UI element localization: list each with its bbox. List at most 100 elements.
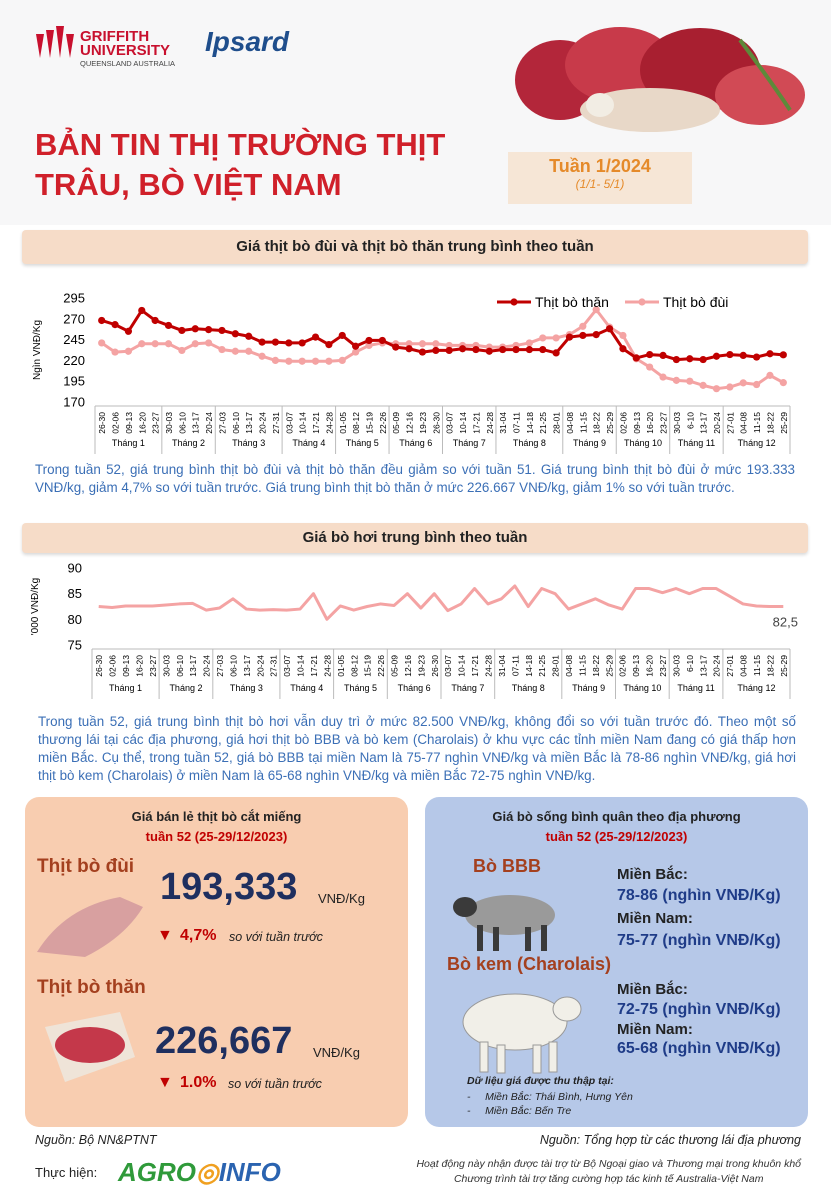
live-box — [425, 797, 808, 1127]
x-tick-label: 23-27 — [151, 412, 161, 434]
x-tick-label: 02-06 — [111, 412, 121, 434]
y-tick-label: 270 — [63, 311, 85, 326]
source-item: - Miền Bắc: Bến Tre — [467, 1105, 571, 1117]
x-tick-label: 30-03 — [672, 412, 682, 434]
x-tick-label: 16-20 — [137, 412, 147, 434]
point — [151, 316, 159, 325]
point — [699, 355, 707, 364]
point — [432, 346, 440, 355]
legend-marker — [638, 298, 646, 306]
point — [205, 339, 213, 347]
x-tick-label: 25-29 — [604, 655, 614, 677]
x-tick-label: 24-28 — [322, 655, 332, 677]
point — [686, 377, 694, 385]
title: BẢN TIN THỊ TRƯỜNG THỊT TRÂU, BÒ VIỆT NA… — [35, 125, 445, 205]
item-price: 193,333 — [160, 866, 298, 908]
month-label: Tháng 2 — [172, 438, 205, 448]
region-price: 78-86 (nghìn VNĐ/Kg) — [617, 887, 781, 904]
point — [579, 322, 587, 330]
y-axis-label: Ngìn VNĐ/Kg — [32, 320, 43, 380]
point — [298, 357, 306, 365]
source-text: Miền Bắc: Bến Tre — [485, 1105, 572, 1117]
x-tick-label: 18-22 — [591, 655, 601, 677]
cow-bbb — [453, 895, 555, 951]
source-item: - Miền Bắc: Thái Bình, Hưng Yên — [467, 1091, 633, 1103]
region-price: 75-77 (nghìn VNĐ/Kg) — [617, 932, 781, 949]
month-label: Tháng 12 — [738, 438, 776, 448]
point — [218, 326, 226, 335]
bullet: - — [467, 1091, 486, 1103]
point — [218, 345, 226, 354]
month-label: Tháng 10 — [623, 683, 661, 693]
point — [325, 340, 333, 349]
live-art — [453, 895, 582, 1074]
x-tick-label: 24-28 — [324, 412, 334, 434]
x-tick-label: 14-18 — [524, 655, 534, 677]
point — [392, 343, 400, 351]
month-label: Tháng 5 — [344, 683, 377, 693]
point — [672, 355, 680, 364]
point — [752, 380, 761, 389]
x-tick-label: 07-11 — [512, 412, 522, 433]
bullet: - — [467, 1105, 486, 1117]
point — [445, 341, 453, 350]
month-label: Tháng 8 — [512, 683, 545, 693]
month-label: Tháng 5 — [346, 438, 379, 448]
point — [138, 340, 146, 348]
point — [445, 346, 453, 355]
x-tick-label: 30-03 — [164, 412, 174, 434]
month-label: Tháng 3 — [232, 438, 265, 448]
y-tick-label: 80 — [68, 612, 82, 627]
x-tick-label: 21-25 — [538, 412, 548, 434]
x-tick-label: 03-07 — [284, 412, 294, 434]
sponsor: Hoạt động này nhận được tài trợ từ Bộ Ng… — [416, 1157, 801, 1187]
x-tick-label: 07-11 — [510, 655, 520, 676]
x-tick-label: 6-10 — [685, 412, 695, 429]
point — [338, 331, 346, 340]
point — [766, 371, 774, 379]
x-tick-label: 08-12 — [349, 655, 359, 677]
x-tick-label: 26-30 — [431, 412, 441, 434]
point — [405, 340, 413, 348]
point — [726, 350, 734, 359]
point — [258, 338, 266, 346]
x-tick-label: 20-24 — [255, 655, 265, 677]
y-tick-label: 90 — [68, 561, 82, 576]
point — [739, 379, 747, 387]
x-tick-label: 13-17 — [242, 655, 252, 677]
month-label: Tháng 8 — [513, 438, 546, 448]
region: Miền Bắc: — [617, 981, 688, 998]
meat-icon — [37, 897, 143, 957]
x-tick-label: 01-05 — [336, 655, 346, 677]
y-tick-label: 245 — [63, 332, 85, 347]
line — [98, 584, 784, 621]
title-line: TRÂU, BÒ VIỆT NAM — [35, 167, 342, 202]
breed-name: Bò kem (Charolais) — [447, 954, 612, 974]
agroinfo-logo: AGRO◎INFO — [118, 1157, 281, 1188]
sponsor-line: Chương trình tài trợ tăng cường hợp tác … — [453, 1173, 764, 1185]
point — [418, 348, 427, 356]
point — [178, 346, 186, 355]
y-tick-label: 170 — [63, 395, 85, 410]
x-tick-label: 14-18 — [525, 412, 535, 434]
x-tick-label: 17-21 — [471, 412, 481, 434]
point — [779, 379, 787, 387]
month-label: Tháng 9 — [572, 683, 605, 693]
point — [271, 338, 280, 346]
line — [101, 308, 784, 362]
x-tick-label: 19-23 — [416, 655, 426, 677]
item-name: Thịt bò đùi — [37, 856, 135, 877]
x-tick-label: 02-06 — [108, 655, 118, 677]
point — [672, 376, 680, 384]
x-tick-label: 26-30 — [430, 655, 440, 677]
x-tick-label: 10-14 — [458, 412, 468, 434]
x-tick-label: 06-10 — [228, 655, 238, 677]
x-tick-label: 20-24 — [712, 655, 722, 677]
week-box — [508, 152, 692, 204]
x-tick-label: 27-03 — [217, 412, 227, 434]
x-tick-label: 09-13 — [631, 655, 641, 677]
x-tick-label: 15-19 — [364, 412, 374, 434]
point — [592, 331, 600, 339]
month-label: Tháng 4 — [292, 438, 325, 448]
